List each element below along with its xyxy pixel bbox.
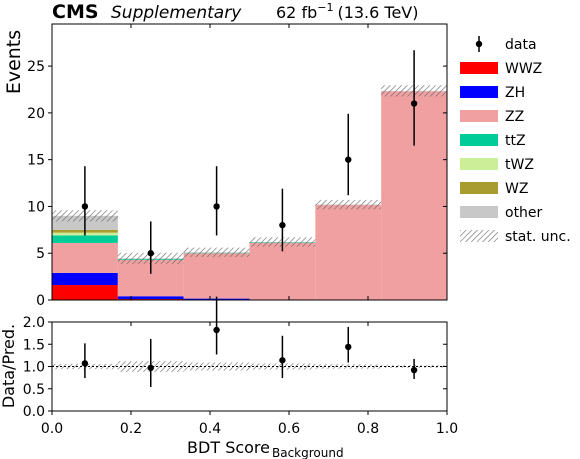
ratio-point-2: [213, 326, 220, 334]
x-tick-label: 0.8: [357, 421, 379, 437]
ratio-y-tick-label: 1.0: [23, 360, 45, 376]
legend: data WWZ ZH ZZ ttZ tWZ WZ other stat. unc.: [460, 36, 571, 245]
experiment-label: CMS: [52, 1, 99, 23]
legend-label: ZH: [505, 85, 525, 101]
ratio-y-tick-label: 0.5: [23, 382, 45, 398]
legend-swatch: [460, 62, 498, 74]
bar-zz-bin-4: [315, 205, 382, 300]
main-plot-panel: 0 5 10 15 20 25 Events: [3, 23, 448, 309]
bar-zz-bin-3: [249, 242, 316, 300]
ratio-point-3: [279, 357, 286, 364]
bar-wwz-bin-0: [52, 285, 118, 300]
stat-unc-band-bin-2: [183, 247, 250, 257]
ratio-point-1: [147, 364, 154, 372]
ratio-y-tick-label: 0.0: [23, 404, 45, 420]
x-axis-label: BDT Score: [187, 438, 270, 457]
legend-item-other: other: [460, 205, 543, 221]
main-plot-frame: [51, 23, 448, 301]
x-tick-label: 1.0: [436, 421, 458, 437]
legend-label: WWZ: [505, 61, 542, 77]
y-tick-label: 25: [27, 59, 45, 75]
legend-label: ttZ: [505, 133, 526, 149]
legend-swatch: [460, 110, 498, 122]
bar-zz-bin-2: [183, 253, 250, 299]
bar-ttz-bin-0: [52, 235, 118, 243]
y-tick-label: 15: [27, 153, 45, 169]
x-tick-label: 0.0: [41, 421, 63, 437]
legend-item-wwz: WWZ: [460, 61, 542, 77]
y-tick-label: 10: [27, 199, 45, 215]
legend-label: tWZ: [505, 157, 534, 173]
y-tick-label: 0: [36, 293, 45, 309]
legend-item-ttz: ttZ: [460, 133, 526, 149]
ratio-y-tick-label: 1.5: [23, 337, 45, 353]
legend-item-data: data: [475, 36, 537, 53]
bar-zh-bin-0: [52, 272, 118, 286]
ratio-point-5: [410, 366, 418, 374]
bar-zz-bin-0: [52, 242, 118, 273]
legend-swatch: [460, 182, 498, 194]
legend-data-marker: [475, 40, 483, 48]
y-tick-label: 20: [27, 106, 45, 122]
x-axis-label-subscript: Background: [272, 446, 344, 459]
legend-label: data: [505, 37, 537, 53]
ratio-point-4: [345, 343, 352, 351]
legend-swatch: [460, 206, 498, 218]
x-tick-label: 0.6: [278, 421, 300, 437]
y-tick-label: 5: [36, 246, 45, 262]
legend-item-zh: ZH: [460, 85, 525, 101]
y-axis-label: Events: [3, 30, 25, 94]
data-point-2: [213, 203, 220, 210]
x-tick-label: 0.4: [199, 421, 221, 437]
ratio-plot-panel: 0.0 0.5 1.0 1.5 2.0 0.0 0.2 0.4 0.6 0.8 1.0 Data/…: [0, 24, 458, 459]
legend-item-zz: ZZ: [460, 109, 524, 125]
ratio-point-0: [81, 360, 89, 367]
lumi-label: 62 fb−1 (13.6 TeV): [276, 1, 419, 22]
data-point-0: [81, 203, 89, 210]
legend-swatch: [460, 134, 498, 146]
bar-zh-bin-1: [117, 296, 184, 300]
legend-swatch: [460, 86, 498, 98]
legend-item-wz: WZ: [460, 181, 528, 197]
legend-item-twz: tWZ: [460, 157, 534, 173]
ratio-y-axis-label: Data/Pred.: [0, 324, 18, 408]
legend-label: stat. unc.: [505, 229, 571, 245]
data-point-5: [410, 100, 418, 107]
legend-swatch: [460, 158, 498, 170]
legend-label: WZ: [505, 181, 528, 197]
data-point-1: [147, 250, 154, 257]
legend-label: other: [505, 205, 543, 221]
data-point-4: [345, 156, 352, 163]
x-tick-label: 0.2: [120, 421, 142, 437]
legend-swatch: [460, 230, 498, 242]
supplementary-label: Supplementary: [111, 3, 242, 23]
legend-item-stat-unc: stat. unc.: [460, 229, 571, 245]
data-point-3: [279, 221, 286, 229]
stat-unc-band-bin-4: [315, 199, 382, 210]
ratio-y-tick-label: 2.0: [23, 315, 45, 331]
legend-label: ZZ: [505, 109, 524, 125]
